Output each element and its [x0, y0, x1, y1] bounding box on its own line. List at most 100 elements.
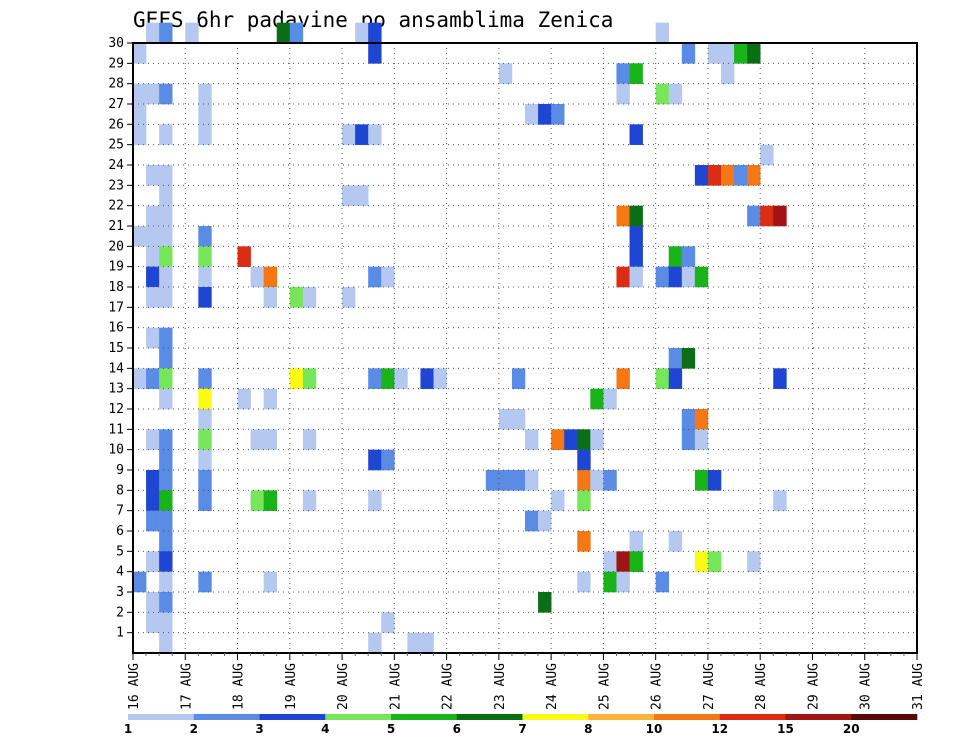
heatmap-cell [629, 246, 643, 267]
colorbar-swatch [391, 714, 458, 720]
heatmap-cell [263, 429, 278, 450]
heatmap-cell [146, 287, 160, 308]
heatmap-cell [289, 287, 304, 308]
heatmap-cell [368, 266, 382, 288]
heatmap-cell [250, 490, 264, 511]
heatmap-cell [668, 246, 683, 267]
heatmap-cell [198, 226, 212, 247]
heatmap-cell [146, 22, 160, 44]
y-tick-label: 10 [108, 443, 124, 458]
heatmap-cell [681, 43, 696, 64]
heatmap-cell [577, 531, 591, 552]
color-legend: 1 2 3 4 5 6 7 8 10 12 15 20 [124, 714, 918, 736]
heatmap-cell [198, 490, 212, 511]
heatmap-cell [368, 490, 382, 511]
colorbar-swatch [456, 714, 523, 720]
heatmap-cell [146, 551, 160, 572]
heatmap-cell [773, 368, 787, 389]
heatmap-cell [420, 632, 434, 654]
colorbar-label: 8 [584, 722, 592, 736]
y-tick-label: 7 [116, 504, 124, 519]
heatmap-cell [263, 571, 278, 593]
heatmap-cell [159, 612, 173, 633]
y-tick-label: 22 [108, 199, 124, 214]
heatmap-cell [629, 531, 643, 552]
x-tick-label: 20 AUG [336, 663, 351, 710]
heatmap-cell [694, 266, 709, 288]
heatmap-cell [146, 266, 160, 288]
heatmap-cell [498, 470, 513, 491]
heatmap-cell [616, 571, 630, 593]
heatmap-cell [747, 551, 761, 572]
y-tick-label: 18 [108, 280, 124, 295]
heatmap-cell [511, 368, 526, 389]
heatmap-cell [263, 490, 278, 511]
heatmap-cell [159, 348, 173, 369]
heatmap-cell [237, 246, 251, 267]
heatmap-cell [668, 368, 683, 389]
x-tick-label: 17 AUG [179, 663, 194, 710]
colorbar-label: 12 [711, 722, 728, 736]
y-tick-label: 26 [108, 117, 124, 132]
heatmap-cell [342, 124, 356, 145]
heatmap-cell [342, 185, 356, 206]
heatmap-cell [133, 43, 147, 64]
heatmap-cell [747, 205, 761, 227]
heatmap-cell [133, 124, 147, 145]
colorbar-label: 5 [387, 722, 395, 736]
heatmap-cell [302, 287, 317, 308]
heatmap-cell [525, 104, 539, 125]
heatmap-cell [747, 165, 761, 186]
heatmap-cell [525, 470, 539, 491]
y-tick-label: 16 [108, 321, 124, 336]
colorbar-swatch [128, 714, 195, 720]
heatmap-cell [511, 470, 526, 491]
heatmap-cell [133, 368, 147, 389]
heatmap-cell [302, 429, 317, 450]
heatmap-cell [616, 266, 630, 288]
heatmap-cell [616, 368, 630, 389]
heatmap-cell [159, 490, 173, 511]
heatmap-cell [538, 592, 552, 613]
heatmap-cell [146, 510, 160, 532]
y-tick-label: 19 [108, 260, 124, 275]
heatmap-cell [159, 470, 173, 491]
heatmap-cell [629, 63, 643, 84]
heatmap-cell [368, 124, 382, 145]
heatmap-cell [250, 266, 264, 288]
heatmap-cell [681, 266, 696, 288]
heatmap-cell [760, 144, 774, 166]
heatmap-cell [525, 510, 539, 532]
x-tick-label: 26 AUG [650, 663, 665, 710]
heatmap-cell [159, 632, 173, 654]
x-tick-label: 24 AUG [545, 663, 560, 710]
y-tick-label: 14 [108, 361, 124, 376]
y-tick-label: 17 [108, 300, 124, 315]
heatmap-cell [159, 226, 173, 247]
heatmap-cell [694, 409, 709, 430]
colorbar-swatch [325, 714, 392, 720]
x-tick-label: 30 AUG [859, 663, 874, 710]
heatmap-cell [707, 551, 722, 572]
heatmap-cell [577, 470, 591, 491]
colorbar-label: 20 [843, 722, 860, 736]
y-tick-label: 13 [108, 382, 124, 397]
heatmap-cell [668, 83, 683, 105]
heatmap-cell [551, 429, 565, 450]
heatmap-cell [590, 388, 604, 410]
heatmap-cell [159, 429, 173, 450]
heatmap-cell [694, 551, 709, 572]
heatmap-cell [655, 22, 670, 44]
heatmap-cell [198, 449, 212, 471]
heatmap-cell [511, 409, 526, 430]
y-tick-label: 8 [116, 483, 124, 498]
heatmap-cell [498, 409, 513, 430]
heatmap-cell [146, 226, 160, 247]
heatmap-cell [773, 490, 787, 511]
heatmap-cell [577, 429, 591, 450]
heatmap-cell [302, 368, 317, 389]
heatmap-cell [289, 368, 304, 389]
heatmap-cell [694, 429, 709, 450]
y-tick-label: 24 [108, 158, 124, 173]
